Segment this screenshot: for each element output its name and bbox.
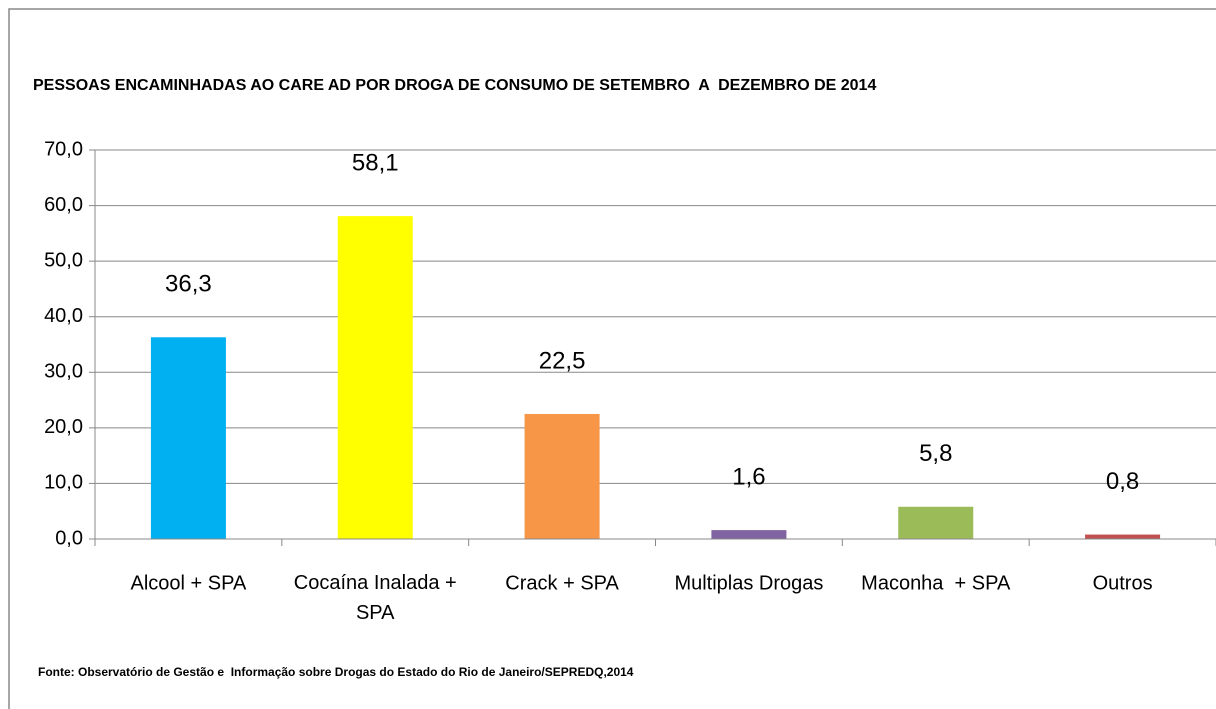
- x-tick-label: Crack + SPA: [505, 572, 619, 594]
- bar: [150, 337, 226, 539]
- chart-title: PESSOAS ENCAMINHADAS AO CARE AD POR DROG…: [33, 77, 876, 94]
- source-note: Fonte: Observatório de Gestão e Informaç…: [38, 665, 634, 679]
- x-tick-label: Multiplas Drogas: [674, 572, 823, 594]
- x-tick-label: Cocaína Inalada + SPA: [294, 572, 457, 624]
- bar: [337, 216, 413, 539]
- data-label: 0,8: [1106, 468, 1139, 495]
- y-tick-label: 20,0: [44, 416, 83, 438]
- y-tick-label: 40,0: [44, 305, 83, 327]
- y-tick-label: 60,0: [44, 194, 83, 216]
- y-tick-label: 70,0: [44, 138, 83, 160]
- x-tick-label: Alcool + SPA: [131, 572, 247, 594]
- y-tick-label: 50,0: [44, 249, 83, 271]
- data-label: 58,1: [352, 149, 399, 176]
- bar: [711, 530, 787, 539]
- bar: [1085, 534, 1161, 539]
- bar: [898, 506, 974, 539]
- chart-frame: [8, 8, 1216, 709]
- y-tick-label: 10,0: [44, 472, 83, 494]
- y-tick-label: 30,0: [44, 361, 83, 383]
- data-label: 36,3: [165, 271, 212, 298]
- x-tick-label: Outros: [1093, 572, 1153, 594]
- data-label: 1,6: [732, 463, 765, 490]
- y-tick-label: 0,0: [55, 527, 83, 549]
- bar: [524, 413, 600, 539]
- x-tick-label: Maconha + SPA: [861, 572, 1011, 594]
- data-label: 5,8: [919, 440, 952, 467]
- data-label: 22,5: [539, 347, 586, 374]
